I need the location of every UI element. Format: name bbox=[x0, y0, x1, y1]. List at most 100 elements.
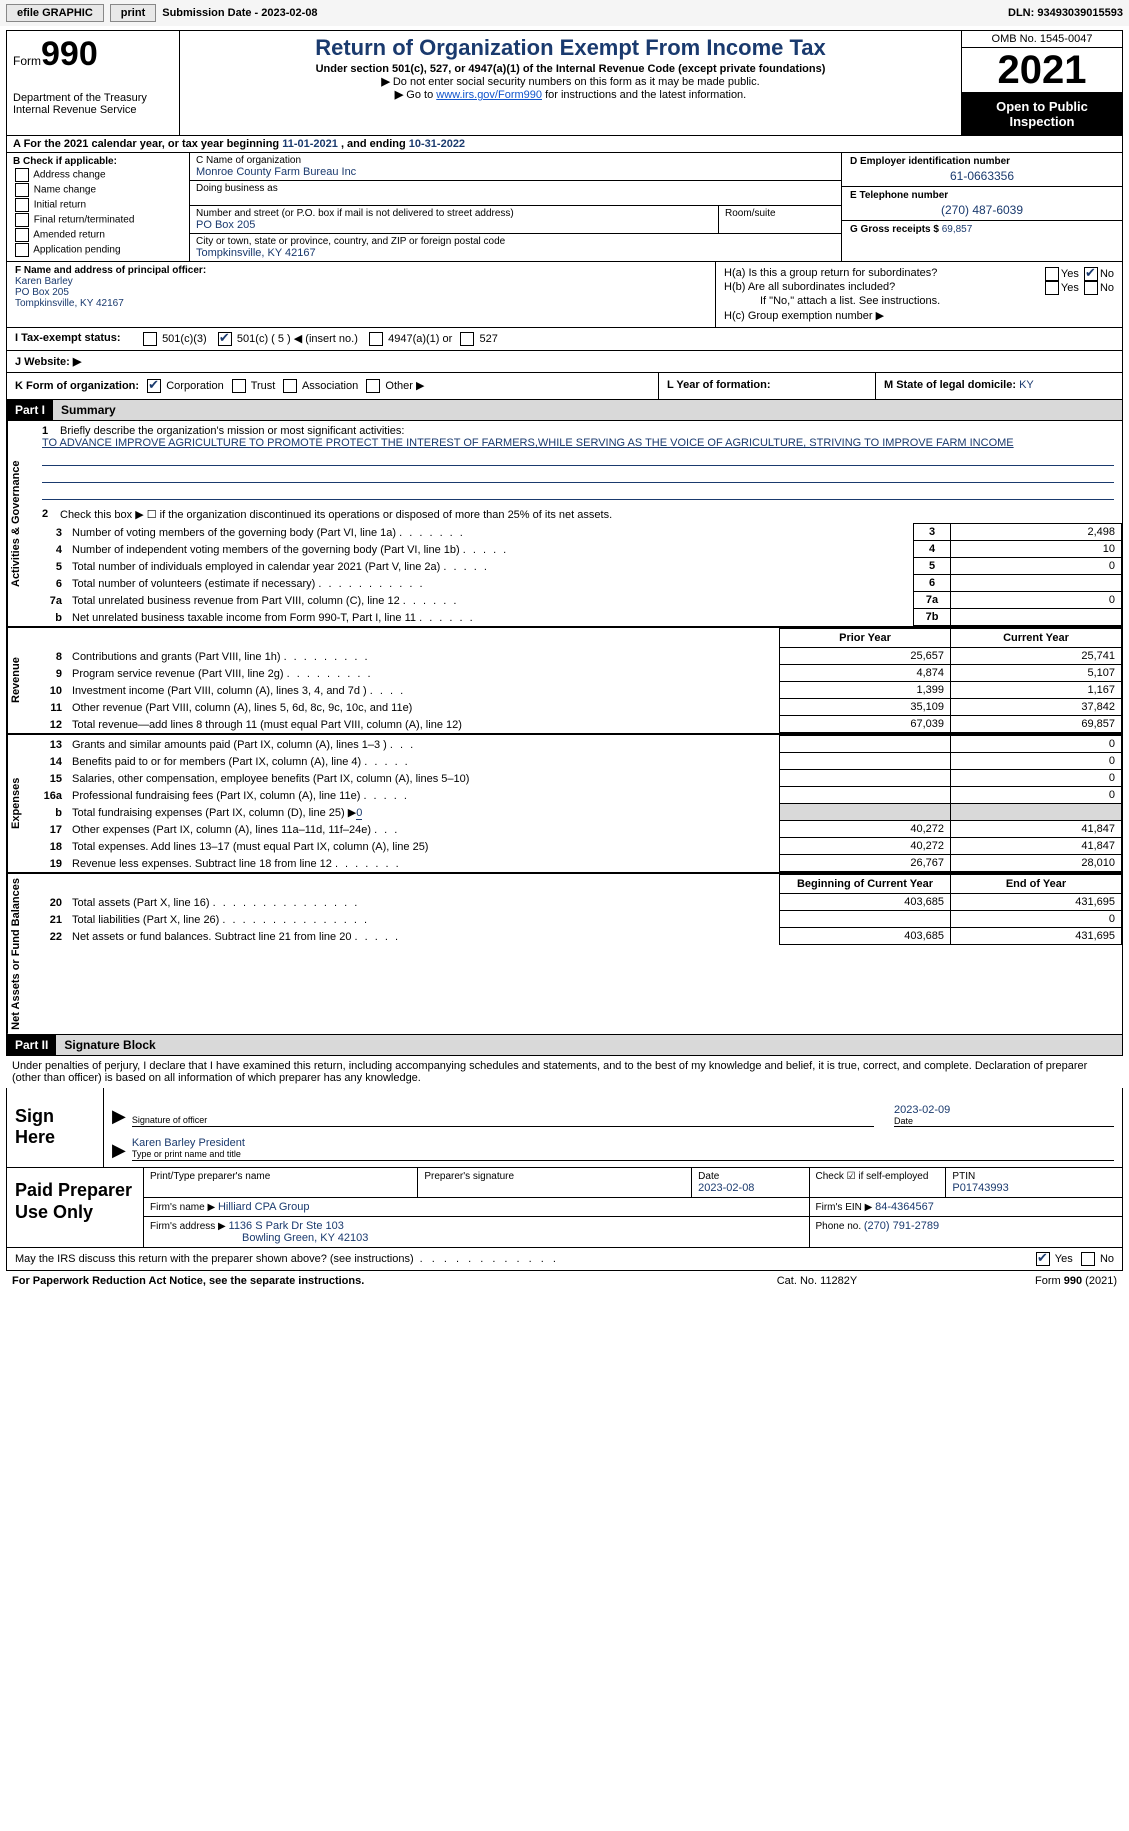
box-d: D Employer identification number 61-0663… bbox=[842, 153, 1122, 187]
topbar: efile GRAPHIC print Submission Date - 20… bbox=[0, 0, 1129, 26]
line-22: 22Net assets or fund balances. Subtract … bbox=[34, 928, 1122, 945]
form-label: Form bbox=[13, 54, 41, 68]
form-note1: ▶ Do not enter social security numbers o… bbox=[186, 75, 955, 88]
line-1: 1Briefly describe the organization's mis… bbox=[34, 421, 1122, 504]
submission-date: Submission Date - 2023-02-08 bbox=[162, 7, 317, 19]
form-header-left: Form990 Department of the Treasury Inter… bbox=[7, 31, 180, 135]
row-fh: F Name and address of principal officer:… bbox=[6, 262, 1123, 328]
tax-year: 2021 bbox=[962, 48, 1122, 93]
k-left: K Form of organization: Corporation Trus… bbox=[7, 373, 658, 399]
signature-of-officer[interactable]: Signature of officer bbox=[132, 1115, 874, 1127]
na-hdr: Beginning of Current YearEnd of Year bbox=[34, 875, 1122, 894]
line-18: 18Total expenses. Add lines 13–17 (must … bbox=[34, 838, 1122, 855]
box-c-city: City or town, state or province, country… bbox=[190, 234, 841, 261]
section-netassets: Net Assets or Fund Balances Beginning of… bbox=[6, 873, 1123, 1035]
cb-final-return[interactable]: Final return/terminated bbox=[13, 213, 183, 227]
form-number: Form990 bbox=[13, 35, 173, 74]
efile-label: efile GRAPHIC bbox=[17, 7, 93, 19]
page-footer: For Paperwork Reduction Act Notice, see … bbox=[6, 1271, 1123, 1291]
cb-527[interactable] bbox=[460, 332, 474, 346]
officer-name: Karen Barley bbox=[15, 276, 707, 287]
form-subtitle: Under section 501(c), 527, or 4947(a)(1)… bbox=[186, 63, 955, 75]
ha-yes[interactable] bbox=[1045, 267, 1059, 281]
irs: Internal Revenue Service bbox=[13, 104, 173, 116]
mission-blank-3 bbox=[42, 485, 1114, 500]
col-b: B Check if applicable: Address change Na… bbox=[7, 153, 190, 261]
row-k: K Form of organization: Corporation Trus… bbox=[6, 373, 1123, 400]
sig-arrow-icon-2: ▶ bbox=[112, 1140, 126, 1161]
lines-8-12: Prior YearCurrent Year 8Contributions an… bbox=[34, 628, 1122, 733]
cb-501c3[interactable] bbox=[143, 332, 157, 346]
cb-assoc[interactable] bbox=[283, 379, 297, 393]
box-e: E Telephone number (270) 487-6039 bbox=[842, 187, 1122, 221]
i-opts: 501(c)(3) 501(c) ( 5 ) ◀ (insert no.) 49… bbox=[133, 328, 1122, 350]
discuss-no[interactable] bbox=[1081, 1252, 1095, 1266]
dln-lbl: DLN: bbox=[1008, 7, 1037, 19]
h-c: H(c) Group exemption number ▶ bbox=[724, 309, 1114, 322]
signature-intro: Under penalties of perjury, I declare th… bbox=[6, 1056, 1123, 1088]
officer-printed-name[interactable]: Karen Barley President Type or print nam… bbox=[132, 1137, 1114, 1161]
vtab-activities: Activities & Governance bbox=[7, 421, 34, 626]
cb-trust[interactable] bbox=[232, 379, 246, 393]
part1-header: Part I Summary bbox=[6, 400, 1123, 421]
lines-20-22: Beginning of Current YearEnd of Year 20T… bbox=[34, 874, 1122, 945]
cb-other[interactable] bbox=[366, 379, 380, 393]
gross-lbl: G Gross receipts $ bbox=[850, 224, 942, 235]
col-c: C Name of organization Monroe County Far… bbox=[190, 153, 841, 261]
i-lbl: I Tax-exempt status: bbox=[7, 328, 133, 350]
j-lbl: J Website: ▶ bbox=[7, 351, 89, 372]
k-lbl: K Form of organization: bbox=[15, 380, 139, 392]
sig-line-2: ▶ Karen Barley President Type or print n… bbox=[112, 1137, 1114, 1161]
cb-initial-return[interactable]: Initial return bbox=[13, 198, 183, 212]
form-note2: ▶ Go to www.irs.gov/Form990 for instruct… bbox=[186, 88, 955, 101]
sign-here-label: Sign Here bbox=[7, 1088, 104, 1167]
c-room-lbl: Room/suite bbox=[725, 208, 835, 219]
tax-year-begin: 11-01-2021 bbox=[282, 138, 338, 150]
hb-yes[interactable] bbox=[1045, 281, 1059, 295]
pp-row-2: Firm's name ▶ Hilliard CPA Group Firm's … bbox=[144, 1198, 1122, 1217]
col-de: D Employer identification number 61-0663… bbox=[841, 153, 1122, 261]
part2-header: Part II Signature Block bbox=[6, 1035, 1123, 1056]
h-b: H(b) Are all subordinates included? Yes … bbox=[724, 281, 1114, 293]
c-street-lbl: Number and street (or P.O. box if mail i… bbox=[196, 208, 712, 219]
signature-date: 2023-02-09 Date bbox=[894, 1104, 1114, 1127]
line-12: 12Total revenue—add lines 8 through 11 (… bbox=[34, 716, 1122, 733]
cat-no: Cat. No. 11282Y bbox=[717, 1275, 917, 1287]
dept-treasury: Department of the Treasury bbox=[13, 92, 173, 104]
cb-amended-return[interactable]: Amended return bbox=[13, 228, 183, 242]
dln-val: 93493039015593 bbox=[1037, 7, 1123, 19]
submission-date-lbl: Submission Date - bbox=[162, 7, 261, 19]
rev-hdr: Prior YearCurrent Year bbox=[34, 629, 1122, 648]
paid-preparer-right: Print/Type preparer's name Preparer's si… bbox=[144, 1168, 1122, 1247]
cb-name-change[interactable]: Name change bbox=[13, 183, 183, 197]
col-h: H(a) Is this a group return for subordin… bbox=[716, 262, 1122, 327]
print-button[interactable]: print bbox=[110, 4, 156, 22]
form-title: Return of Organization Exempt From Incom… bbox=[186, 35, 955, 61]
ein-lbl: D Employer identification number bbox=[850, 156, 1010, 167]
cb-address-change[interactable]: Address change bbox=[13, 168, 183, 182]
org-name: Monroe County Farm Bureau Inc bbox=[196, 166, 835, 178]
cb-corp[interactable] bbox=[147, 379, 161, 393]
line-14: 14Benefits paid to or for members (Part … bbox=[34, 753, 1122, 770]
hb-no[interactable] bbox=[1084, 281, 1098, 295]
box-c-street: Number and street (or P.O. box if mail i… bbox=[190, 206, 841, 234]
lines-3-7: 3Number of voting members of the governi… bbox=[34, 523, 1122, 626]
line-9: 9Program service revenue (Part VIII, lin… bbox=[34, 665, 1122, 682]
cb-501c[interactable] bbox=[218, 332, 232, 346]
sign-here-block: Sign Here ▶ Signature of officer 2023-02… bbox=[6, 1088, 1123, 1168]
efile-button[interactable]: efile GRAPHIC bbox=[6, 4, 104, 22]
cb-application-pending[interactable]: Application pending bbox=[13, 243, 183, 257]
line-6: 6Total number of volunteers (estimate if… bbox=[34, 575, 1122, 592]
ha-no[interactable] bbox=[1084, 267, 1098, 281]
line-11: 11Other revenue (Part VIII, column (A), … bbox=[34, 699, 1122, 716]
form990-link[interactable]: www.irs.gov/Form990 bbox=[436, 89, 542, 101]
m-domicile: M State of legal domicile: KY bbox=[875, 373, 1122, 399]
dots: . . . . . . . . . . . . bbox=[414, 1253, 1034, 1265]
part1-title: Summary bbox=[53, 400, 1122, 420]
discuss-yes[interactable] bbox=[1036, 1252, 1050, 1266]
row-i: I Tax-exempt status: 501(c)(3) 501(c) ( … bbox=[6, 328, 1123, 351]
line-2: 2Check this box ▶ ☐ if the organization … bbox=[34, 504, 1122, 523]
pra-notice: For Paperwork Reduction Act Notice, see … bbox=[12, 1275, 717, 1287]
cb-4947[interactable] bbox=[369, 332, 383, 346]
sign-here-right: ▶ Signature of officer 2023-02-09 Date ▶… bbox=[104, 1088, 1122, 1167]
